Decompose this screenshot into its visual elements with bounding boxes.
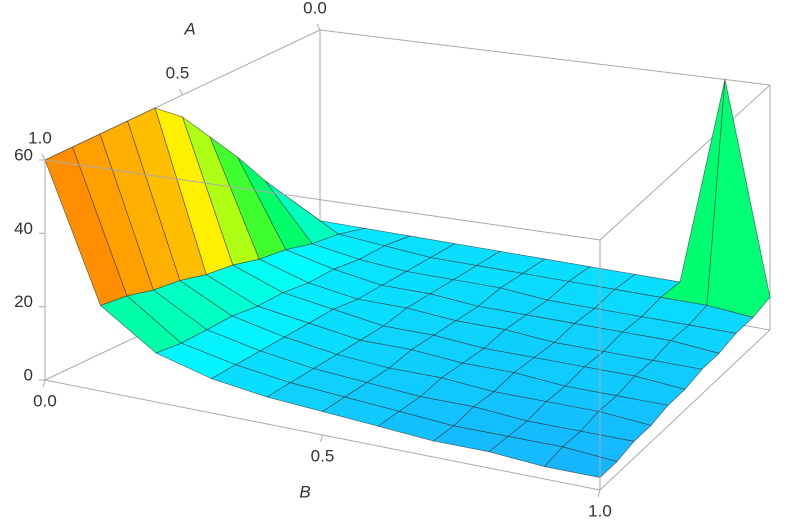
z-tick-label: 40 [14,219,33,238]
surface-patch [706,79,771,318]
box-front [39,23,771,498]
box-edge [599,84,771,241]
y-tick [41,153,46,161]
y-tick-label: 0.5 [166,63,190,82]
z-tick-label: 60 [14,145,33,164]
y-tick-label: 1.0 [28,128,52,147]
y-tick [316,23,321,31]
surface [44,79,771,478]
x-tick [597,489,601,498]
y-axis-label: A [183,19,195,38]
box-edge [599,329,771,491]
z-tick-label: 0 [24,365,33,384]
z-tick-label: 20 [14,292,33,311]
x-tick-label: 0.0 [33,391,57,410]
x-axis-label: B [299,482,310,501]
box-edge [44,159,601,241]
box-edge [319,29,771,86]
x-tick-label: 1.0 [588,501,612,520]
y-tick [179,88,183,96]
y-tick-label: 0.0 [303,0,327,17]
x-tick [320,434,323,443]
x-tick [42,379,46,388]
x-tick-label: 0.5 [311,446,335,465]
